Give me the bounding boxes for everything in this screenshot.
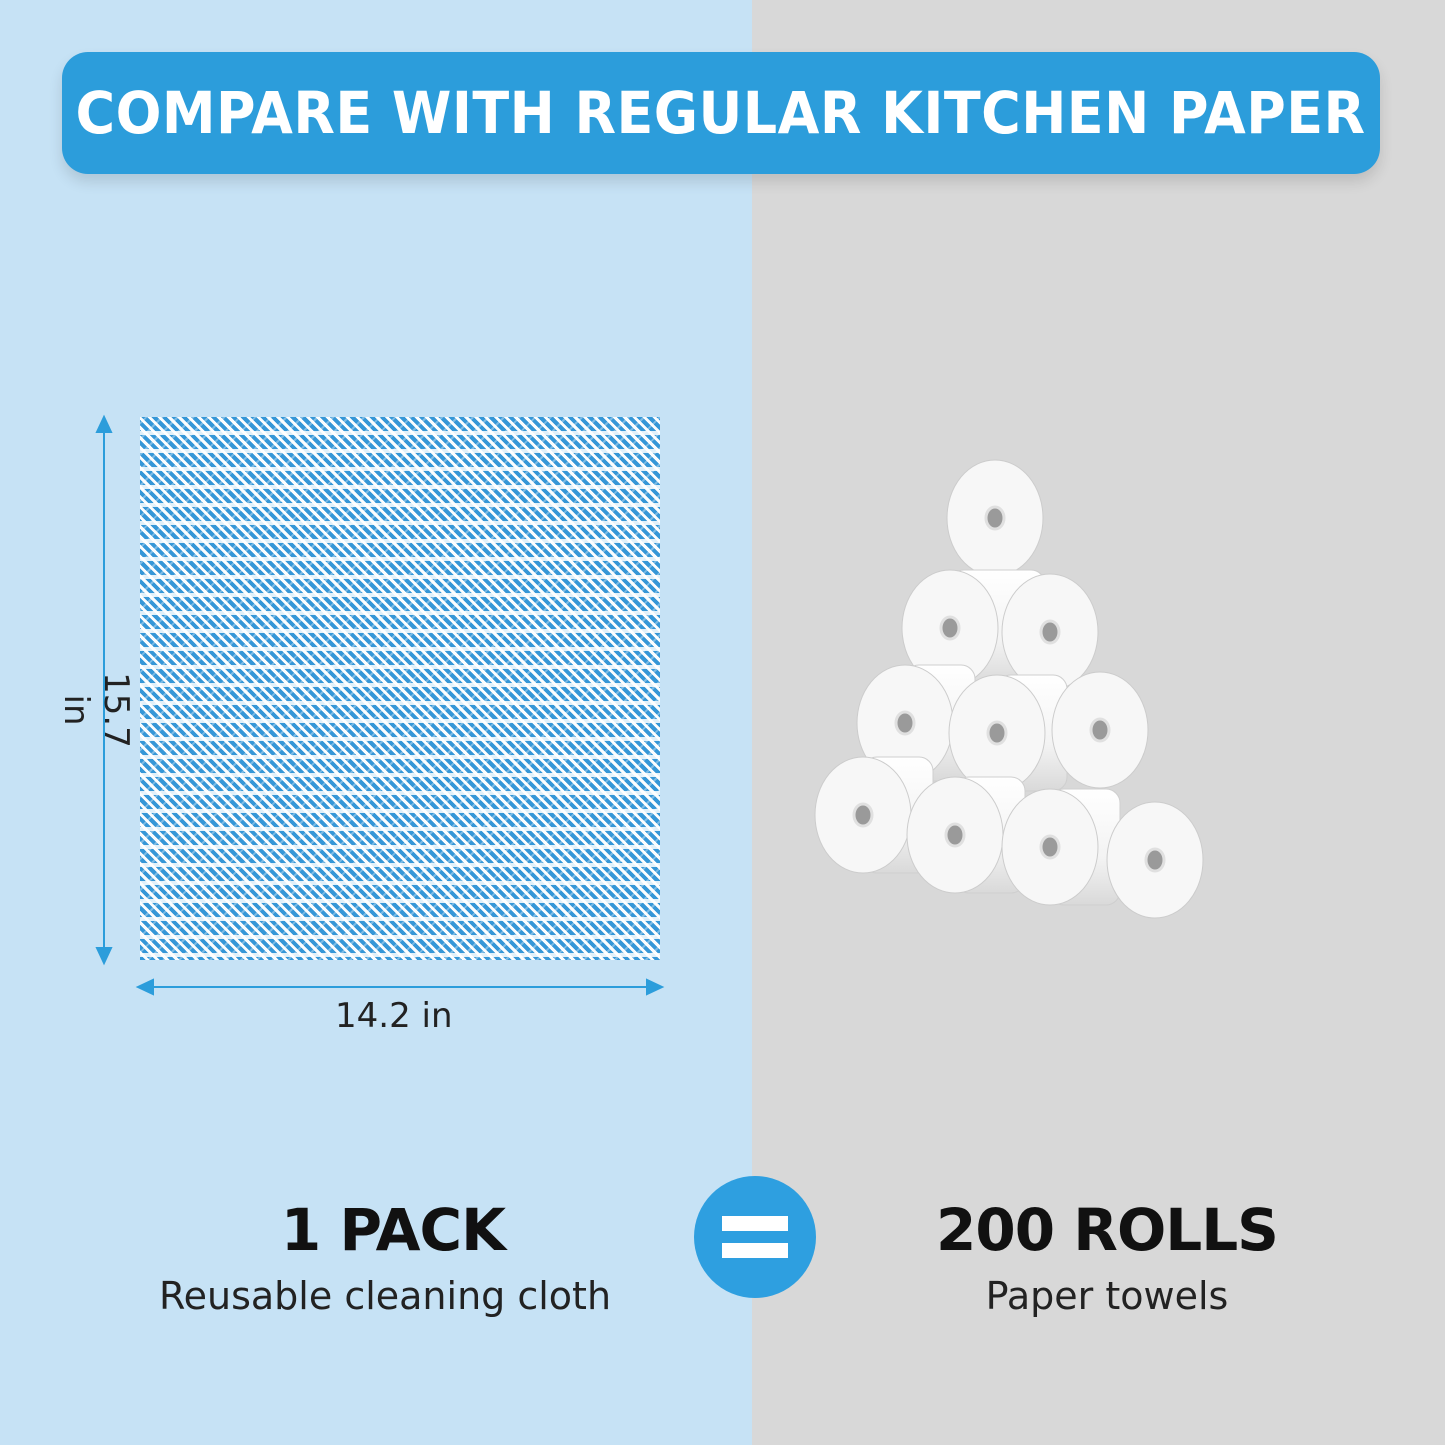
arrow-head-down <box>95 947 113 966</box>
roll-core <box>894 710 916 736</box>
paper-roll <box>946 459 1044 577</box>
roll-core <box>986 720 1008 746</box>
paper-roll <box>1001 788 1121 906</box>
left-description: Reusable cleaning cloth <box>158 1274 612 1318</box>
roll-core <box>944 822 966 848</box>
equals-bar-top <box>722 1216 788 1231</box>
left-quantity: 1 PACK <box>280 1196 506 1264</box>
cloth-pattern-rows <box>140 417 660 960</box>
equals-bar-bottom <box>722 1243 788 1258</box>
right-quantity: 200 ROLLS <box>936 1196 1279 1264</box>
arrow-head-left <box>135 978 154 996</box>
roll-core <box>939 615 961 641</box>
equals-icon <box>694 1176 816 1298</box>
right-description: Paper towels <box>985 1274 1229 1318</box>
roll-core <box>1144 847 1166 873</box>
banner-title: COMPARE WITH REGULAR KITCHEN PAPER <box>76 79 1366 147</box>
paper-roll <box>1051 671 1149 789</box>
paper-roll <box>948 674 1068 792</box>
title-banner: COMPARE WITH REGULAR KITCHEN PAPER <box>62 52 1380 174</box>
roll-core <box>984 505 1006 531</box>
roll-core <box>1039 619 1061 645</box>
paper-towel-rolls-image <box>814 459 1204 919</box>
roll-core <box>852 802 874 828</box>
roll-core <box>1089 717 1111 743</box>
arrow-head-right <box>646 978 665 996</box>
arrow-head-up <box>95 414 113 433</box>
paper-roll <box>1001 573 1099 691</box>
width-label: 14.2 in <box>335 996 453 1036</box>
paper-roll <box>1106 801 1204 919</box>
height-label: 15.7 in <box>56 672 136 748</box>
roll-core <box>1039 834 1061 860</box>
